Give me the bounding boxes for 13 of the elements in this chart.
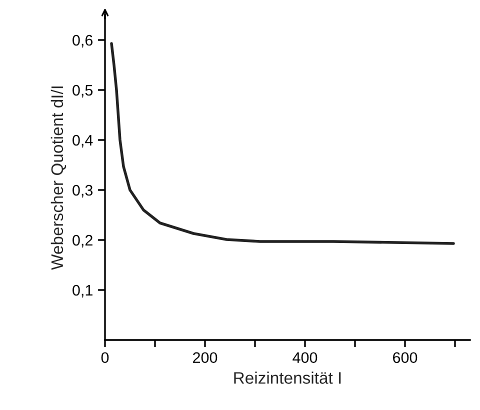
x-tick-label: 0 <box>101 352 109 364</box>
x-axis-title: Reizintensität I <box>234 372 341 384</box>
x-tick-label: 400 <box>292 352 318 364</box>
y-tick-label: 0,1 <box>72 284 92 298</box>
y-tick-label: 0,4 <box>72 134 93 148</box>
x-tick-label: 200 <box>193 352 218 364</box>
y-tick-label: 0,5 <box>72 84 93 98</box>
y-tick-label: 0,3 <box>72 184 93 198</box>
y-axis-title: Weberscher Quotient dI/I <box>50 86 66 270</box>
y-tick-label: 0,2 <box>72 234 92 248</box>
y-tick-label: 0,6 <box>72 34 93 48</box>
line-series <box>110 42 455 245</box>
x-tick-label: 600 <box>393 352 418 364</box>
